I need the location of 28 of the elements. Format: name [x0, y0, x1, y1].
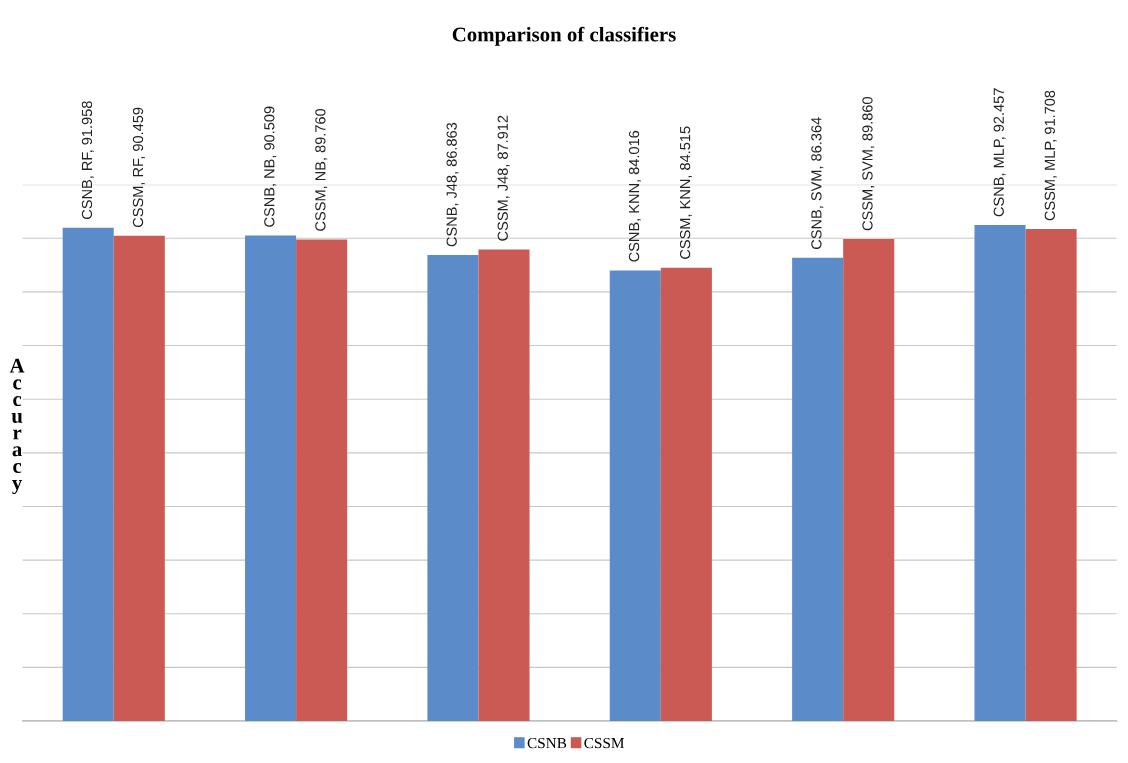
- data-label: CSSM, SVM, 89.860: [862, 97, 875, 231]
- data-label: CSNB, NB, 90.509: [264, 106, 277, 227]
- bar: [974, 225, 1026, 722]
- bar: [609, 270, 661, 722]
- data-label: CSSM, J48, 87.912: [497, 115, 510, 241]
- data-label: CSNB, SVM, 86.364: [811, 117, 824, 249]
- data-label: CSSM, NB, 89.760: [315, 108, 328, 231]
- bar: [113, 235, 165, 722]
- bar: [62, 227, 114, 722]
- data-label: CSNB, MLP, 92.457: [993, 88, 1006, 217]
- legend-label: CSNB: [527, 737, 567, 749]
- chart-title: Comparison of classifiers: [452, 26, 676, 46]
- bar: [1025, 229, 1077, 722]
- data-label: CSNB, J48, 86.863: [446, 122, 459, 247]
- bar: [843, 239, 895, 722]
- bar: [792, 257, 844, 722]
- bar: [245, 235, 297, 722]
- y-axis-title: Accuracy: [9, 358, 25, 495]
- bar: [660, 267, 712, 722]
- data-label: CSNB, RF, 91.958: [81, 101, 94, 219]
- bar: [427, 255, 479, 722]
- data-label: CSNB, KNN, 84.016: [628, 130, 641, 262]
- legend-label: CSSM: [584, 737, 625, 749]
- bar: [296, 239, 348, 722]
- data-label: CSSM, RF, 90.459: [132, 107, 145, 228]
- bar: [478, 249, 530, 722]
- data-label: CSSM, MLP, 91.708: [1044, 90, 1057, 221]
- data-label: CSSM, KNN, 84.515: [679, 126, 692, 259]
